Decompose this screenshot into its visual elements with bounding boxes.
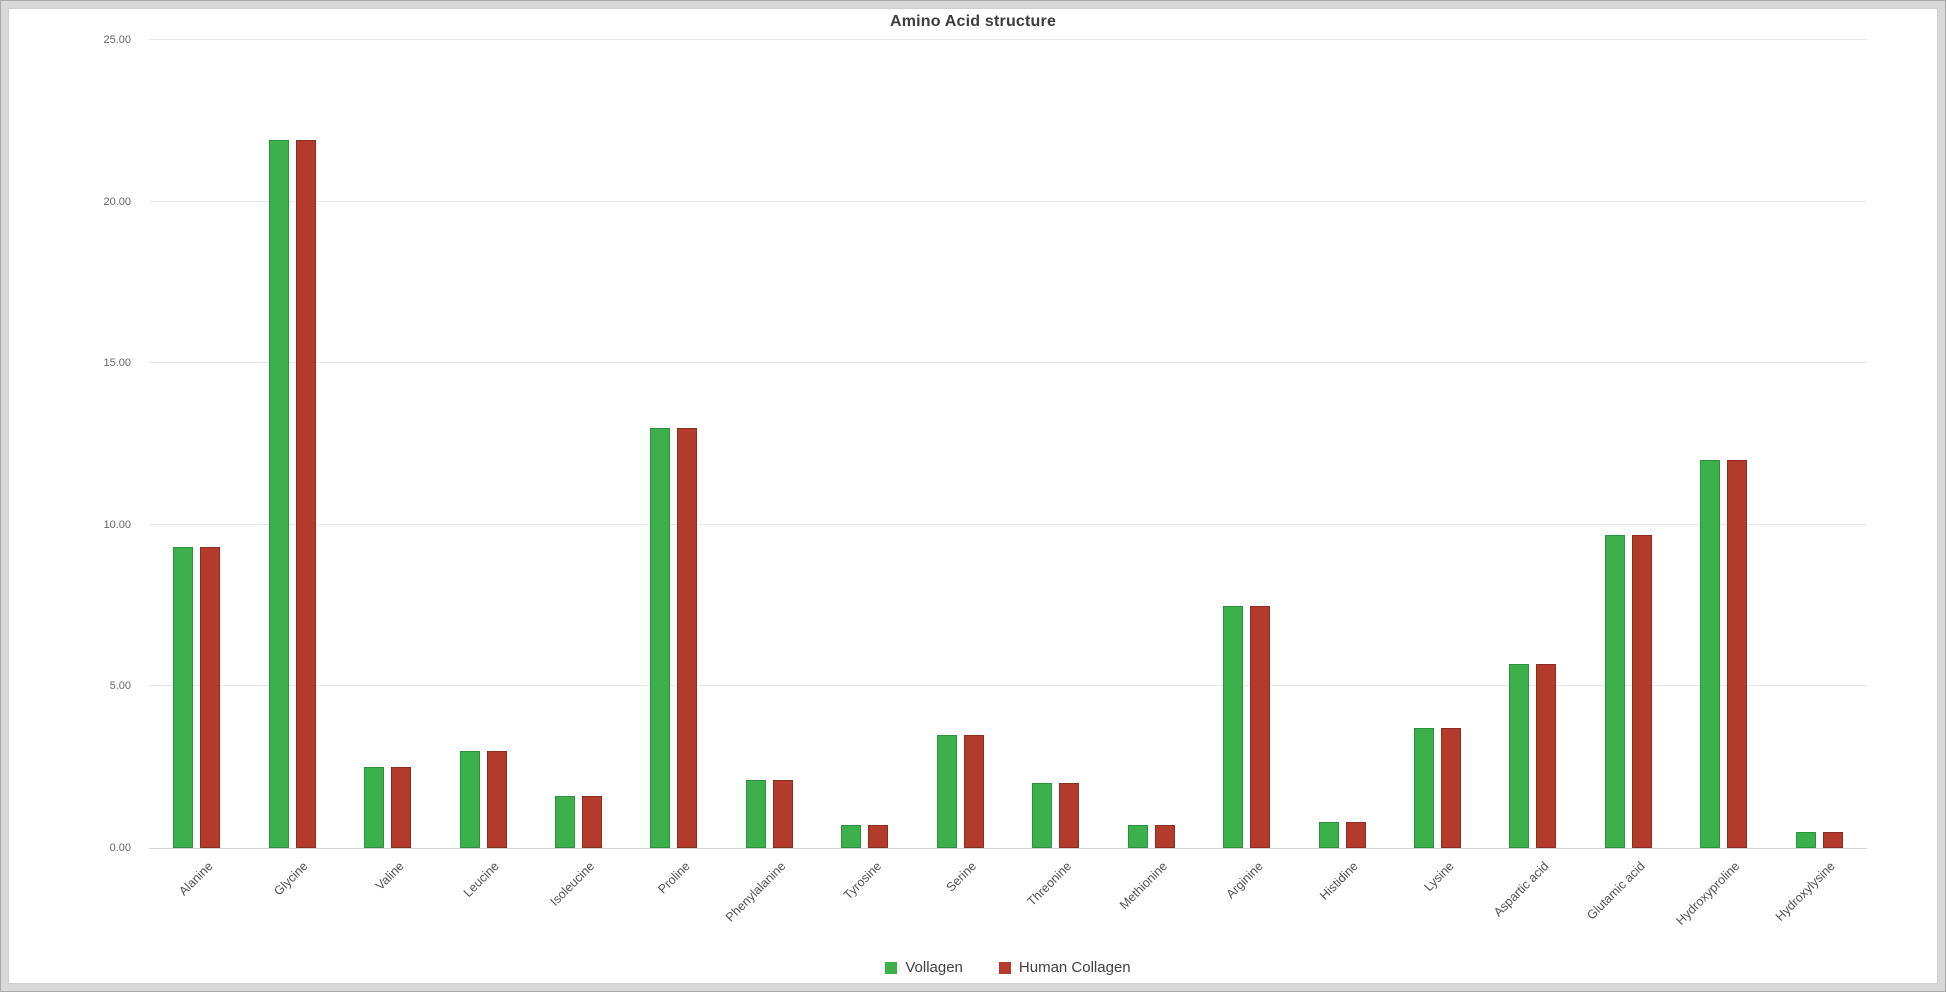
x-axis-category-label-threonine: Threonine [1024, 859, 1075, 909]
x-axis-category-label-aspartic-acid: Aspartic acid [1491, 859, 1552, 920]
y-axis-tick-label: 0.00 [109, 842, 131, 854]
bar-vollagen-methionine [1127, 825, 1148, 848]
bar-vollagen-leucine [459, 751, 480, 848]
bar-human-collagen-leucine [486, 751, 507, 848]
bar-human-collagen-hydroxylysine [1822, 831, 1843, 848]
bar-human-collagen-aspartic-acid [1536, 663, 1557, 848]
bar-group-aspartic-acid [1485, 40, 1580, 848]
bar-group-proline [626, 40, 721, 848]
bar-group-threonine [1008, 40, 1103, 848]
bar-group-alanine [149, 40, 244, 848]
bar-group-serine [913, 40, 1008, 848]
x-axis-category-label-phenylalanine: Phenylalanine [722, 859, 789, 925]
x-axis-category-label-lysine: Lysine [1421, 859, 1457, 895]
bar-group-phenylalanine [722, 40, 817, 848]
gridline-5 [149, 685, 1867, 687]
bar-group-glycine [244, 40, 339, 848]
y-axis-tick-label: 5.00 [109, 680, 131, 693]
bar-vollagen-histidine [1318, 822, 1339, 848]
x-axis-category-label-serine: Serine [943, 859, 980, 895]
x-axis-category-label-isoleucine: Isoleucine [547, 859, 598, 909]
y-axis-tick-label: 15.00 [103, 357, 131, 370]
bar-group-valine [340, 40, 435, 848]
bar-vollagen-glycine [268, 140, 289, 848]
bar-human-collagen-histidine [1345, 822, 1366, 848]
bar-vollagen-isoleucine [554, 796, 575, 848]
y-axis-tick-label: 25.00 [103, 34, 131, 46]
bar-vollagen-lysine [1413, 728, 1434, 848]
gridline-10 [149, 523, 1867, 525]
plot-area [149, 39, 1867, 849]
bar-human-collagen-arginine [1250, 605, 1271, 848]
bar-vollagen-hydroxyproline [1700, 460, 1721, 848]
bar-human-collagen-valine [391, 767, 412, 848]
legend-swatch-icon [885, 961, 898, 974]
x-axis-category-label-glutamic-acid: Glutamic acid [1583, 859, 1648, 923]
bar-vollagen-serine [936, 734, 957, 848]
bar-vollagen-threonine [1032, 783, 1053, 848]
bar-vollagen-valine [364, 767, 385, 848]
x-axis-category-label-leucine: Leucine [461, 859, 502, 900]
legend-label: Vollagen [905, 959, 963, 976]
bar-human-collagen-isoleucine [581, 796, 602, 848]
bar-vollagen-phenylalanine [745, 780, 766, 848]
gridline-20 [149, 200, 1867, 202]
x-axis-category-label-methionine: Methionine [1116, 859, 1171, 913]
bar-vollagen-proline [650, 427, 671, 848]
bar-human-collagen-threonine [1059, 783, 1080, 848]
x-axis-category-label-proline: Proline [655, 859, 693, 897]
legend-label: Human Collagen [1018, 959, 1131, 976]
x-axis-category-label-alanine: Alanine [176, 859, 216, 899]
y-axis-tick-label: 10.00 [103, 518, 131, 531]
legend-item-human-collagen: Human Collagen [998, 959, 1131, 976]
bar-group-histidine [1294, 40, 1389, 848]
x-axis-category-label-histidine: Histidine [1317, 859, 1361, 903]
bar-human-collagen-methionine [1154, 825, 1175, 848]
bar-group-lysine [1390, 40, 1485, 848]
x-axis-category-label-hydroxylysine: Hydroxylysine [1773, 859, 1839, 924]
bar-group-methionine [1103, 40, 1198, 848]
bar-human-collagen-glycine [295, 140, 316, 848]
x-axis-category-label-arginine: Arginine [1223, 859, 1266, 902]
bar-group-glutamic-acid [1581, 40, 1676, 848]
bar-vollagen-aspartic-acid [1509, 663, 1530, 848]
bar-vollagen-glutamic-acid [1604, 534, 1625, 848]
bar-group-isoleucine [531, 40, 626, 848]
bar-human-collagen-phenylalanine [772, 780, 793, 848]
bar-human-collagen-hydroxyproline [1727, 460, 1748, 848]
bar-human-collagen-tyrosine [868, 825, 889, 848]
bar-human-collagen-serine [963, 734, 984, 848]
gridline-25 [149, 39, 1867, 40]
x-axis-category-label-hydroxyproline: Hydroxyproline [1673, 859, 1743, 928]
bar-vollagen-arginine [1223, 605, 1244, 848]
bar-group-tyrosine [817, 40, 912, 848]
legend-item-vollagen: Vollagen [885, 959, 963, 976]
legend-swatch-icon [998, 961, 1011, 974]
bar-vollagen-hydroxylysine [1795, 831, 1816, 848]
chart-title: Amino Acid structure [889, 13, 1057, 30]
bar-human-collagen-proline [677, 427, 698, 848]
bar-group-hydroxylysine [1772, 40, 1867, 848]
x-axis-category-label-valine: Valine [372, 859, 407, 893]
bar-group-arginine [1199, 40, 1294, 848]
bar-human-collagen-alanine [200, 547, 221, 848]
y-axis-tick-label: 20.00 [103, 195, 131, 208]
bar-vollagen-alanine [173, 547, 194, 848]
x-axis-category-label-glycine: Glycine [271, 859, 312, 899]
gridline-15 [149, 362, 1867, 364]
chart-card: Amino Acid structure 0.00 5.00 10.00 15.00 2… [8, 8, 1938, 984]
bar-human-collagen-glutamic-acid [1631, 534, 1652, 848]
x-axis-category-label-tyrosine: Tyrosine [840, 859, 884, 903]
bar-group-hydroxyproline [1676, 40, 1771, 848]
bar-human-collagen-lysine [1440, 728, 1461, 848]
bar-vollagen-tyrosine [841, 825, 862, 848]
bar-group-leucine [435, 40, 530, 848]
legend: Vollagen Human Collagen [149, 959, 1867, 976]
